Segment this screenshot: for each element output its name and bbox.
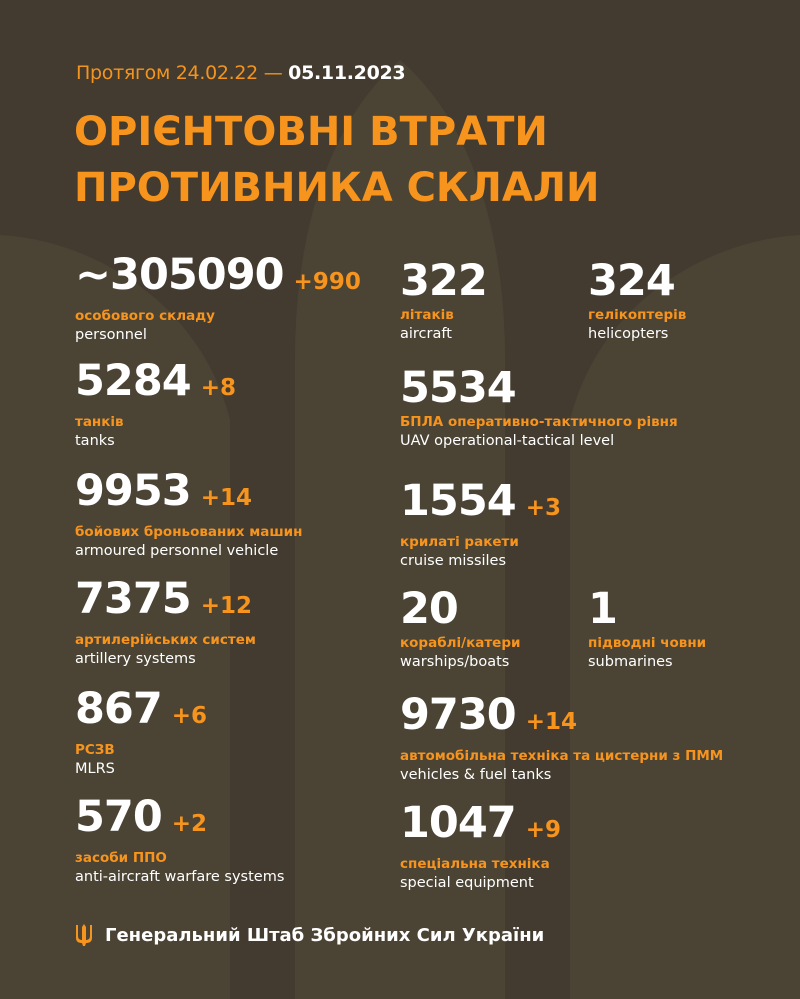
stat-value: 867 +6 [75, 686, 207, 739]
stat-label-en: vehicles & fuel tanks [400, 767, 552, 783]
stat-label-en: warships/boats [400, 654, 510, 670]
stat-item: 1 підводні човни submarines [588, 586, 706, 672]
stat-value: 20 [400, 586, 520, 632]
stat-delta: +12 [200, 593, 252, 619]
stat-number: 570 [75, 792, 163, 842]
stat-number: 1 [588, 584, 618, 634]
stat-label-ua: РСЗВ [75, 742, 115, 758]
stat-delta: +8 [200, 375, 236, 401]
stat-value: 322 [400, 256, 488, 306]
stat-label-ua: бойових броньованих машин [75, 524, 303, 540]
stat-label-ua: танків [75, 414, 124, 430]
trident-icon [76, 924, 92, 946]
stat-item: 9730 +14 автомобільна техніка та цистерни … [400, 692, 723, 785]
stat-delta: +2 [171, 811, 208, 837]
stat-label-en: submarines [588, 654, 673, 670]
stat-value: 9953 +14 [75, 468, 302, 521]
stat-item: 322 літаків aircraft [400, 256, 488, 344]
stat-label-en: special equipment [400, 875, 534, 891]
stat-item: 867 +6 РСЗВ MLRS [75, 686, 207, 779]
stat-delta: +990 [293, 269, 361, 295]
stat-label-en: helicopters [588, 326, 669, 342]
footer: Генеральний Штаб Збройних Сил України [75, 924, 544, 946]
stat-number: 7375 [75, 574, 192, 624]
stat-value: 5284 +8 [75, 358, 236, 411]
stat-value: 570 +2 [75, 794, 284, 847]
stat-delta: +14 [200, 485, 252, 511]
stat-item: 1554 +3 крилаті ракети cruise missiles [400, 478, 561, 571]
stat-label-ua: засоби ППО [75, 850, 167, 866]
stat-item: 20 кораблі/катери warships/boats [400, 586, 520, 672]
stat-item: 7375 +12 артилерійських систем artillery sy… [75, 576, 256, 669]
stat-delta: +6 [171, 703, 208, 729]
stat-number: 5534 [400, 363, 517, 413]
stat-value: 9730 +14 [400, 692, 723, 745]
stat-delta: +14 [525, 709, 577, 735]
stat-value: 1 [588, 586, 706, 632]
title-line-1: ОРІЄНТОВНІ ВТРАТИ [74, 109, 548, 155]
stat-number: 9730 [400, 690, 517, 740]
stat-item: 9953 +14 бойових броньованих машин armoured… [75, 468, 302, 561]
stat-label-ua: артилерійських систем [75, 632, 256, 648]
stat-number: 867 [75, 684, 163, 734]
period-text: Протягом 24.02.22 — 05.11.2023 [76, 62, 406, 84]
stat-number: ~305090 [75, 250, 285, 300]
stat-value: 324 [588, 258, 686, 304]
stat-delta: +3 [525, 495, 561, 521]
stat-number: 1047 [400, 798, 517, 848]
stat-label-ua: крилаті ракети [400, 534, 519, 550]
stat-number: 9953 [75, 466, 192, 516]
stat-value: 5534 [400, 365, 678, 411]
stat-label-ua: гелікоптерів [588, 307, 687, 323]
stat-label-ua: спеціальна техніка [400, 856, 550, 872]
stat-number: 20 [400, 584, 459, 634]
stat-label-en: anti-aircraft warfare systems [75, 869, 285, 885]
stat-label-en: artillery systems [75, 651, 196, 667]
stat-label-en: MLRS [75, 761, 115, 777]
stat-number: 324 [588, 256, 676, 306]
stat-number: 5284 [75, 356, 192, 406]
stat-label-ua: кораблі/катери [400, 635, 521, 651]
footer-text: Генеральний Штаб Збройних Сил України [105, 924, 545, 946]
stat-delta: +9 [525, 817, 561, 843]
stat-item: 5284 +8 танків tanks [75, 358, 236, 451]
stat-number: 322 [400, 256, 488, 306]
stat-item: 570 +2 засоби ППО anti-aircraft warfare sys… [75, 794, 284, 887]
stat-value: 7375 +12 [75, 576, 256, 629]
stat-value: 1554 +3 [400, 478, 561, 531]
stat-item: 1047 +9 спеціальна техніка special equipmen… [400, 800, 561, 893]
page-title: ОРІЄНТОВНІ ВТРАТИ ПРОТИВНИКА СКЛАЛИ [74, 104, 600, 216]
stat-item: 324 гелікоптерів helicopters [588, 258, 686, 344]
period-date: 05.11.2023 [288, 62, 406, 84]
stat-item: ~305090 +990 особового складу personnel [75, 252, 361, 345]
stat-label-en: cruise missiles [400, 553, 507, 569]
stat-number: 1554 [400, 476, 517, 526]
stat-label-ua: літаків [400, 307, 454, 323]
stat-label-ua: БПЛА оперативно-тактичного рівня [400, 414, 678, 430]
title-line-2: ПРОТИВНИКА СКЛАЛИ [74, 165, 600, 211]
stat-label-en: tanks [75, 433, 115, 449]
stat-item: 5534 БПЛА оперативно-тактичного рівня UAV … [400, 365, 678, 451]
stat-label-ua: підводні човни [588, 635, 707, 651]
stat-label-en: armoured personnel vehicle [75, 543, 279, 559]
stat-label-ua: автомобільна техніка та цистерни з ПММ [400, 748, 724, 764]
stat-label-en: personnel [75, 327, 147, 343]
stat-value: ~305090 +990 [75, 252, 361, 305]
stat-value: 1047 +9 [400, 800, 561, 853]
period-prefix: Протягом 24.02.22 — [76, 62, 283, 84]
stat-label-en: UAV operational-tactical level [400, 433, 615, 449]
stat-label-ua: особового складу [75, 308, 215, 324]
stat-label-en: aircraft [400, 326, 452, 342]
